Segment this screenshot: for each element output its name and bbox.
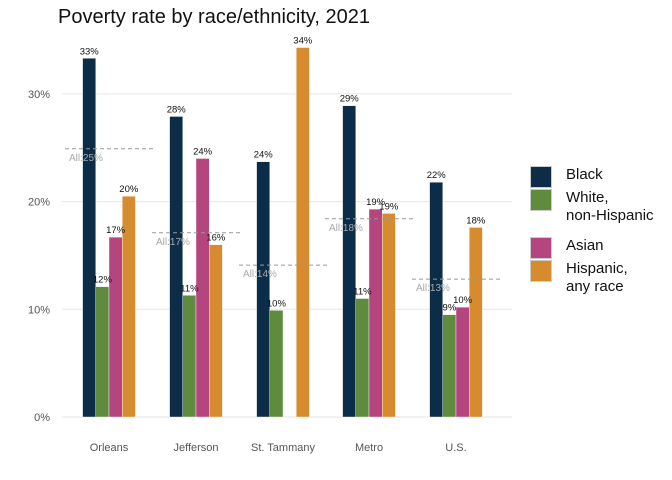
bar-black [342, 105, 357, 418]
legend-swatch-asian [530, 237, 552, 259]
legend-label-hispanic: Hispanic, any race [566, 260, 628, 295]
x-tick-label: U.S. [445, 442, 466, 454]
all-reference-label: All:13% [416, 283, 450, 294]
legend-item-black[interactable]: Black [530, 166, 654, 189]
bar-asian [108, 236, 123, 418]
bar-value-label: 10% [267, 298, 287, 309]
bar-hispanic [469, 227, 483, 418]
legend: Black White, non-Hispanic Asian Hispanic… [530, 166, 654, 308]
bar-black [256, 161, 271, 418]
all-reference-label: All:18% [329, 223, 363, 234]
bar-value-label: 19% [366, 197, 386, 208]
y-tick-label: 0% [34, 412, 50, 424]
bar-black [169, 116, 184, 418]
bar-value-label: 20% [119, 184, 139, 195]
legend-item-asian[interactable]: Asian [530, 237, 654, 260]
bar-value-label: 16% [206, 233, 226, 244]
bar-black [429, 181, 444, 418]
all-reference-label: All:14% [243, 269, 277, 280]
bar-white [442, 314, 457, 418]
bar-value-label: 9% [443, 303, 457, 314]
bar-asian [368, 208, 383, 418]
legend-item-hispanic[interactable]: Hispanic, any race [530, 260, 654, 308]
bar-white [95, 286, 110, 418]
bar-hispanic [208, 244, 223, 418]
bar-value-label: 18% [466, 215, 486, 226]
all-reference-label: All:25% [69, 153, 103, 164]
bar-value-label: 17% [106, 225, 126, 236]
bar-hispanic [382, 213, 396, 418]
bar-value-label: 28% [167, 104, 187, 115]
x-tick-label: Orleans [90, 442, 129, 454]
bar-black [82, 58, 96, 418]
bar-white [269, 310, 284, 418]
all-reference-label: All:17% [156, 237, 190, 248]
x-tick-label: Jefferson [173, 442, 218, 454]
bar-value-label: 11% [353, 287, 372, 298]
bar-value-label: 22% [427, 170, 447, 181]
legend-label-white: White, non-Hispanic [566, 189, 654, 224]
chart-title: Poverty rate by race/ethnicity, 2021 [58, 6, 371, 28]
bar-hispanic [121, 195, 136, 418]
y-tick-label: 30% [28, 89, 50, 101]
legend-swatch-white [530, 189, 552, 211]
bar-white [182, 295, 197, 418]
bar-hispanic [296, 47, 310, 418]
bar-value-label: 10% [453, 295, 473, 306]
bar-white [355, 298, 370, 418]
legend-label-asian: Asian [566, 237, 604, 254]
bar-value-label: 33% [80, 46, 100, 57]
bar-asian [455, 306, 470, 418]
legend-label-black: Black [566, 166, 603, 183]
x-tick-label: St. Tammany [251, 442, 315, 454]
legend-swatch-hispanic [530, 260, 552, 282]
bar-value-label: 34% [293, 36, 313, 47]
bar-value-label: 11% [180, 283, 199, 294]
bar-value-label: 24% [193, 146, 213, 157]
bar-value-label: 19% [379, 201, 399, 212]
legend-item-white[interactable]: White, non-Hispanic [530, 189, 654, 237]
y-tick-label: 20% [28, 197, 50, 209]
legend-swatch-black [530, 166, 552, 188]
bar-value-label: 12% [93, 275, 113, 286]
y-tick-label: 10% [28, 304, 50, 316]
x-tick-label: Metro [355, 442, 383, 454]
bar-value-label: 29% [340, 94, 360, 105]
bar-value-label: 24% [254, 150, 274, 161]
